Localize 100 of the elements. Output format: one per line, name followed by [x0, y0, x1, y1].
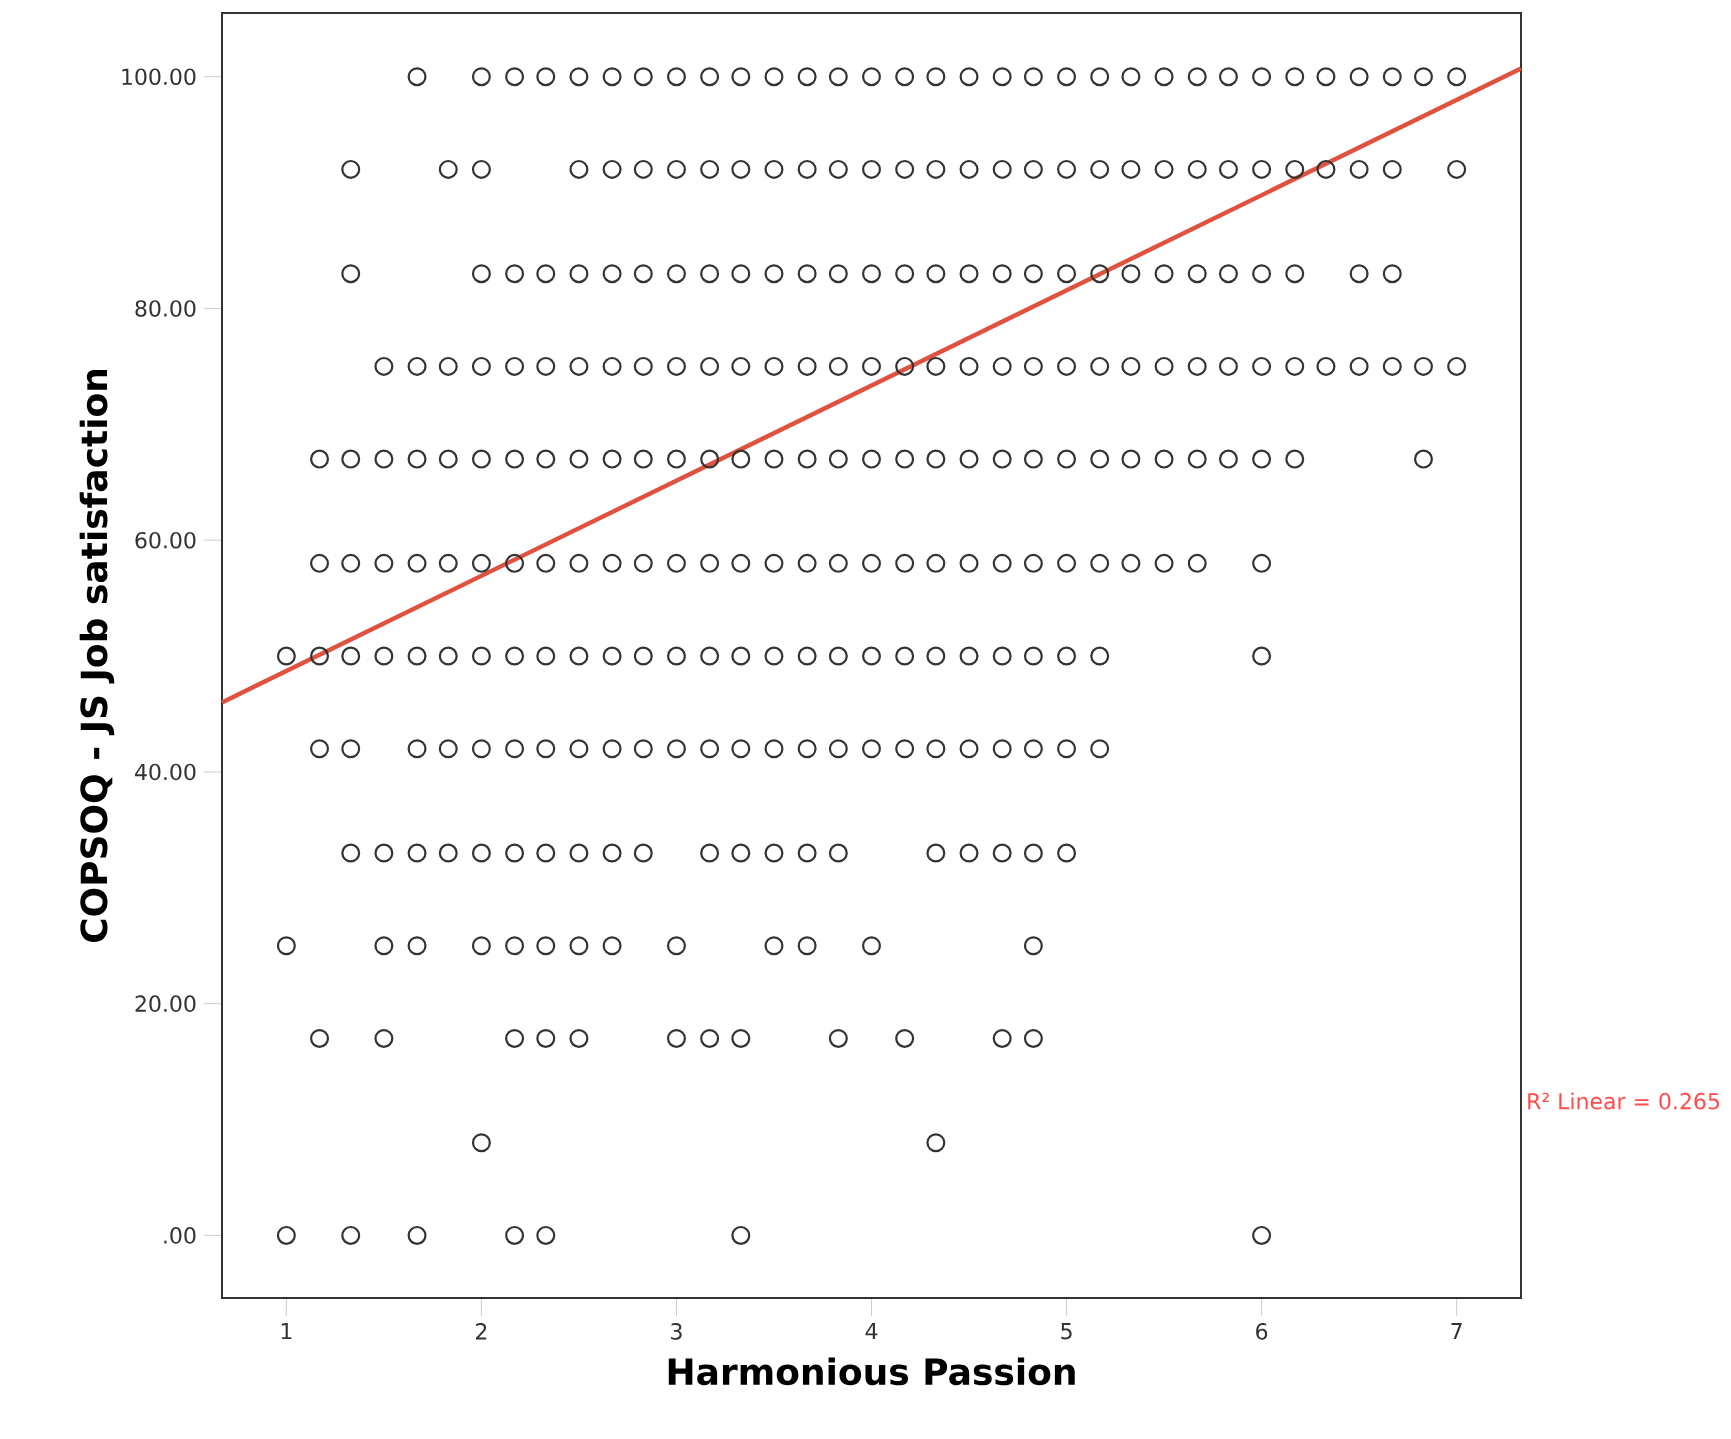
y-tick-label: 100.00 [122, 68, 196, 86]
point [895, 449, 915, 469]
point [895, 739, 915, 759]
point [471, 936, 491, 956]
point [731, 553, 751, 573]
point [1349, 67, 1369, 87]
point [471, 553, 491, 573]
point [1382, 159, 1402, 179]
point [602, 739, 622, 759]
point [407, 67, 427, 87]
point [1090, 449, 1110, 469]
point [992, 67, 1012, 87]
point [1121, 67, 1141, 87]
point [764, 936, 784, 956]
point [374, 936, 394, 956]
point [1218, 449, 1238, 469]
point [895, 553, 915, 573]
point [926, 739, 946, 759]
x-tick-label: 2 [476, 1323, 487, 1340]
point [1218, 159, 1238, 179]
y-tick-label: 80.00 [135, 300, 196, 317]
point [1316, 67, 1336, 87]
point [407, 356, 427, 376]
point [828, 843, 848, 863]
point [1023, 356, 1043, 376]
point [374, 1028, 394, 1048]
point [959, 159, 979, 179]
point [1252, 553, 1272, 573]
point [1187, 356, 1207, 376]
point [862, 936, 881, 956]
point [828, 646, 848, 666]
point [407, 936, 427, 956]
y-tick-label: 60.00 [135, 531, 196, 549]
point [536, 449, 556, 469]
point [602, 264, 622, 284]
point [992, 264, 1012, 284]
point [505, 356, 525, 376]
point [438, 553, 458, 573]
point [1413, 356, 1433, 376]
point [666, 67, 686, 87]
point [797, 159, 817, 179]
y-tick-label: 20.00 [135, 995, 196, 1012]
point [341, 553, 361, 573]
point [862, 739, 881, 759]
y-tick-label: .00 [164, 1227, 196, 1244]
point [1154, 356, 1174, 376]
point [1447, 67, 1467, 87]
point [536, 553, 556, 573]
point [569, 553, 589, 573]
point [1121, 356, 1141, 376]
point [505, 843, 525, 863]
point [959, 356, 979, 376]
point [700, 449, 720, 469]
point [341, 159, 361, 179]
point [536, 67, 556, 87]
point [310, 1028, 330, 1048]
point [895, 1028, 915, 1048]
point [569, 739, 589, 759]
point [536, 356, 556, 376]
point [959, 843, 979, 863]
point [633, 553, 653, 573]
point [926, 159, 946, 179]
point [1252, 264, 1272, 284]
point [471, 449, 491, 469]
point [1382, 356, 1402, 376]
point [374, 553, 394, 573]
point [700, 739, 720, 759]
point [407, 449, 427, 469]
point [797, 67, 817, 87]
point [1187, 67, 1207, 87]
x-tick-label: 1 [281, 1323, 292, 1340]
point [992, 843, 1012, 863]
point [1090, 264, 1110, 284]
point [959, 646, 979, 666]
point [666, 159, 686, 179]
point [1447, 159, 1467, 179]
x-tick-label: 4 [865, 1323, 878, 1340]
point [633, 739, 653, 759]
point [471, 264, 491, 284]
point [310, 553, 330, 573]
point [276, 646, 296, 666]
point [1285, 67, 1305, 87]
point [602, 843, 622, 863]
point [992, 646, 1012, 666]
point [407, 843, 427, 863]
point [374, 843, 394, 863]
point [1252, 159, 1272, 179]
point [471, 159, 491, 179]
point [310, 449, 330, 469]
point [438, 356, 458, 376]
point [700, 843, 720, 863]
point [1023, 264, 1043, 284]
point [959, 264, 979, 284]
point [862, 159, 881, 179]
point [1154, 159, 1174, 179]
point [1090, 739, 1110, 759]
point [666, 264, 686, 284]
point [505, 646, 525, 666]
point [471, 356, 491, 376]
point [1382, 264, 1402, 284]
